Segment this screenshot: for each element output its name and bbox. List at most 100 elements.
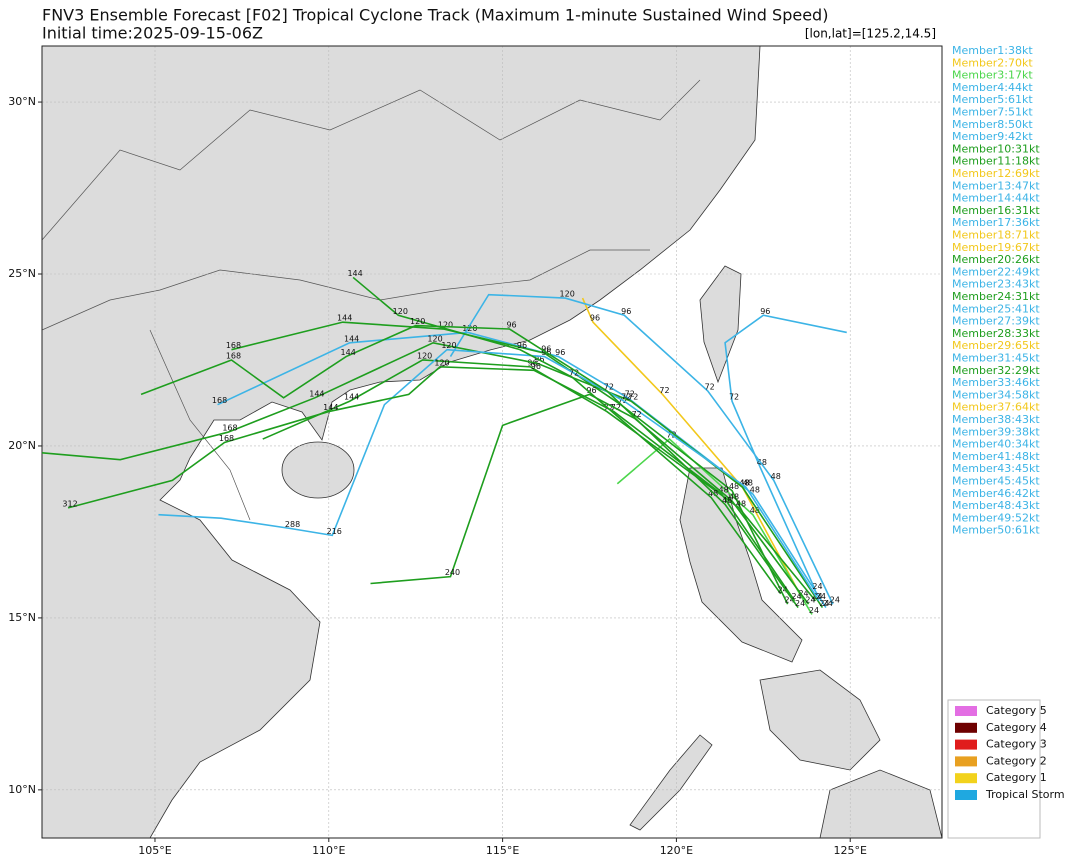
- legend-entry: Member50:61kt: [952, 524, 1040, 537]
- hour-label: 48: [750, 506, 760, 515]
- hour-label: 24: [798, 589, 808, 598]
- hour-label: 72: [604, 382, 614, 391]
- legend-entry: Member16:31kt: [952, 204, 1040, 217]
- legend-swatch: [955, 739, 977, 750]
- x-tick-label: 105°E: [138, 844, 171, 857]
- hour-label: 168: [222, 424, 237, 433]
- hour-label: 24: [778, 585, 788, 594]
- hour-label: 240: [445, 568, 460, 577]
- legend-entry: Member12:69kt: [952, 167, 1040, 180]
- legend-label: Category 3: [986, 738, 1047, 751]
- hour-label: 168: [226, 351, 241, 360]
- hour-label: 96: [531, 362, 541, 371]
- hour-label: 24: [812, 592, 822, 601]
- legend-swatch: [955, 756, 977, 767]
- hour-label: 96: [517, 341, 527, 350]
- tracks: 24 48 72 96 120 144 168 24 48 72 96 24 48 72 24 48 72 96 2…: [41, 269, 847, 615]
- hour-label: 168: [226, 341, 241, 350]
- hour-label: 72: [705, 382, 715, 391]
- map: [41, 45, 943, 839]
- hour-label: 48: [757, 458, 767, 467]
- hour-label: 96: [506, 321, 516, 330]
- track: [158, 348, 820, 602]
- hour-label: 144: [309, 389, 324, 398]
- hour-label: 96: [555, 348, 565, 357]
- legend-entry: Member22:49kt: [952, 265, 1040, 278]
- legend-entry: Member8:50kt: [952, 118, 1033, 131]
- legend-entry: Member29:65kt: [952, 339, 1040, 352]
- hour-label: 120: [560, 290, 575, 299]
- track: [231, 321, 789, 605]
- hour-label: 144: [344, 334, 359, 343]
- legend-entry: Member2:70kt: [952, 56, 1033, 69]
- legend-entry: Member41:48kt: [952, 450, 1040, 463]
- track: [217, 331, 827, 609]
- legend-entry: Member46:42kt: [952, 487, 1040, 500]
- border: [149, 329, 251, 521]
- hour-label: 120: [462, 324, 477, 333]
- category-legend: Category 5 Category 4 Category 3 Category 2…: [947, 699, 1065, 839]
- track: [262, 359, 817, 602]
- legend-label: Category 2: [986, 754, 1047, 767]
- hour-label: 24: [816, 592, 826, 601]
- hour-label: 144: [344, 393, 359, 402]
- hour-label: 168: [219, 434, 234, 443]
- hour-label: 216: [327, 527, 342, 536]
- hour-label: 144: [337, 314, 352, 323]
- plot-frame: [41, 45, 943, 839]
- legend-entry: Member28:33kt: [952, 327, 1040, 340]
- hour-label: 72: [604, 403, 614, 412]
- legend-entry: Member23:43kt: [952, 278, 1040, 291]
- track: [449, 293, 834, 605]
- legend-entry: Member37:64kt: [952, 401, 1040, 414]
- legend-entry: Member14:44kt: [952, 192, 1040, 205]
- hour-label: 72: [569, 369, 579, 378]
- hour-label: 120: [427, 334, 442, 343]
- legend-entry: Member7:51kt: [952, 106, 1033, 119]
- legend-label: Category 1: [986, 771, 1047, 784]
- legend-entry: Member24:31kt: [952, 290, 1040, 303]
- legend-entry: Member4:44kt: [952, 81, 1033, 94]
- legend-entry: Member32:29kt: [952, 364, 1040, 377]
- x-tick-label: 125°E: [834, 844, 867, 857]
- legend-entry: Member40:34kt: [952, 438, 1040, 451]
- legend-entry: Member11:18kt: [952, 155, 1040, 168]
- hour-label: 48: [722, 496, 732, 505]
- hour-label: 96: [621, 307, 631, 316]
- y-tick-label: 25°N: [8, 267, 36, 280]
- y-tick-label: 30°N: [8, 95, 36, 108]
- y-tick-label: 10°N: [8, 783, 36, 796]
- hour-label: 120: [438, 321, 453, 330]
- y-tick-label: 15°N: [8, 611, 36, 624]
- legend-entry: Member34:58kt: [952, 388, 1040, 401]
- legend-swatch: [955, 706, 977, 716]
- hour-label: 72: [621, 393, 631, 402]
- legend-entry: Member25:41kt: [952, 302, 1040, 315]
- track: [67, 366, 796, 602]
- x-tick-label: 110°E: [312, 844, 345, 857]
- legend-entry: Member10:31kt: [952, 142, 1040, 155]
- hour-label: 24: [805, 596, 815, 605]
- border: [41, 249, 650, 331]
- legend-entry: Member9:42kt: [952, 130, 1033, 143]
- hour-label: 288: [285, 520, 300, 529]
- chart-title: FNV3 Ensemble Forecast [F02] Tropical Cy…: [42, 6, 828, 25]
- hour-label: 24: [792, 592, 802, 601]
- legend-entry: Member17:36kt: [952, 216, 1040, 229]
- legend-entry: Member43:45kt: [952, 462, 1040, 475]
- hour-label: 48: [743, 479, 753, 488]
- hour-label: 120: [417, 351, 432, 360]
- hour-label: 120: [410, 317, 425, 326]
- legend-entry: Member18:71kt: [952, 229, 1040, 242]
- legend-label: Tropical Storm: [985, 788, 1065, 801]
- legend-label: Category 5: [986, 704, 1047, 717]
- hour-label: 48: [739, 479, 749, 488]
- legend-entry: Member27:39kt: [952, 315, 1040, 328]
- hour-label: 72: [628, 393, 638, 402]
- track: [140, 324, 799, 609]
- hour-label: 24: [812, 582, 822, 591]
- legend-entry: Member3:17kt: [952, 69, 1033, 82]
- legend-entry: Member45:45kt: [952, 475, 1040, 488]
- hour-label: 144: [341, 348, 356, 357]
